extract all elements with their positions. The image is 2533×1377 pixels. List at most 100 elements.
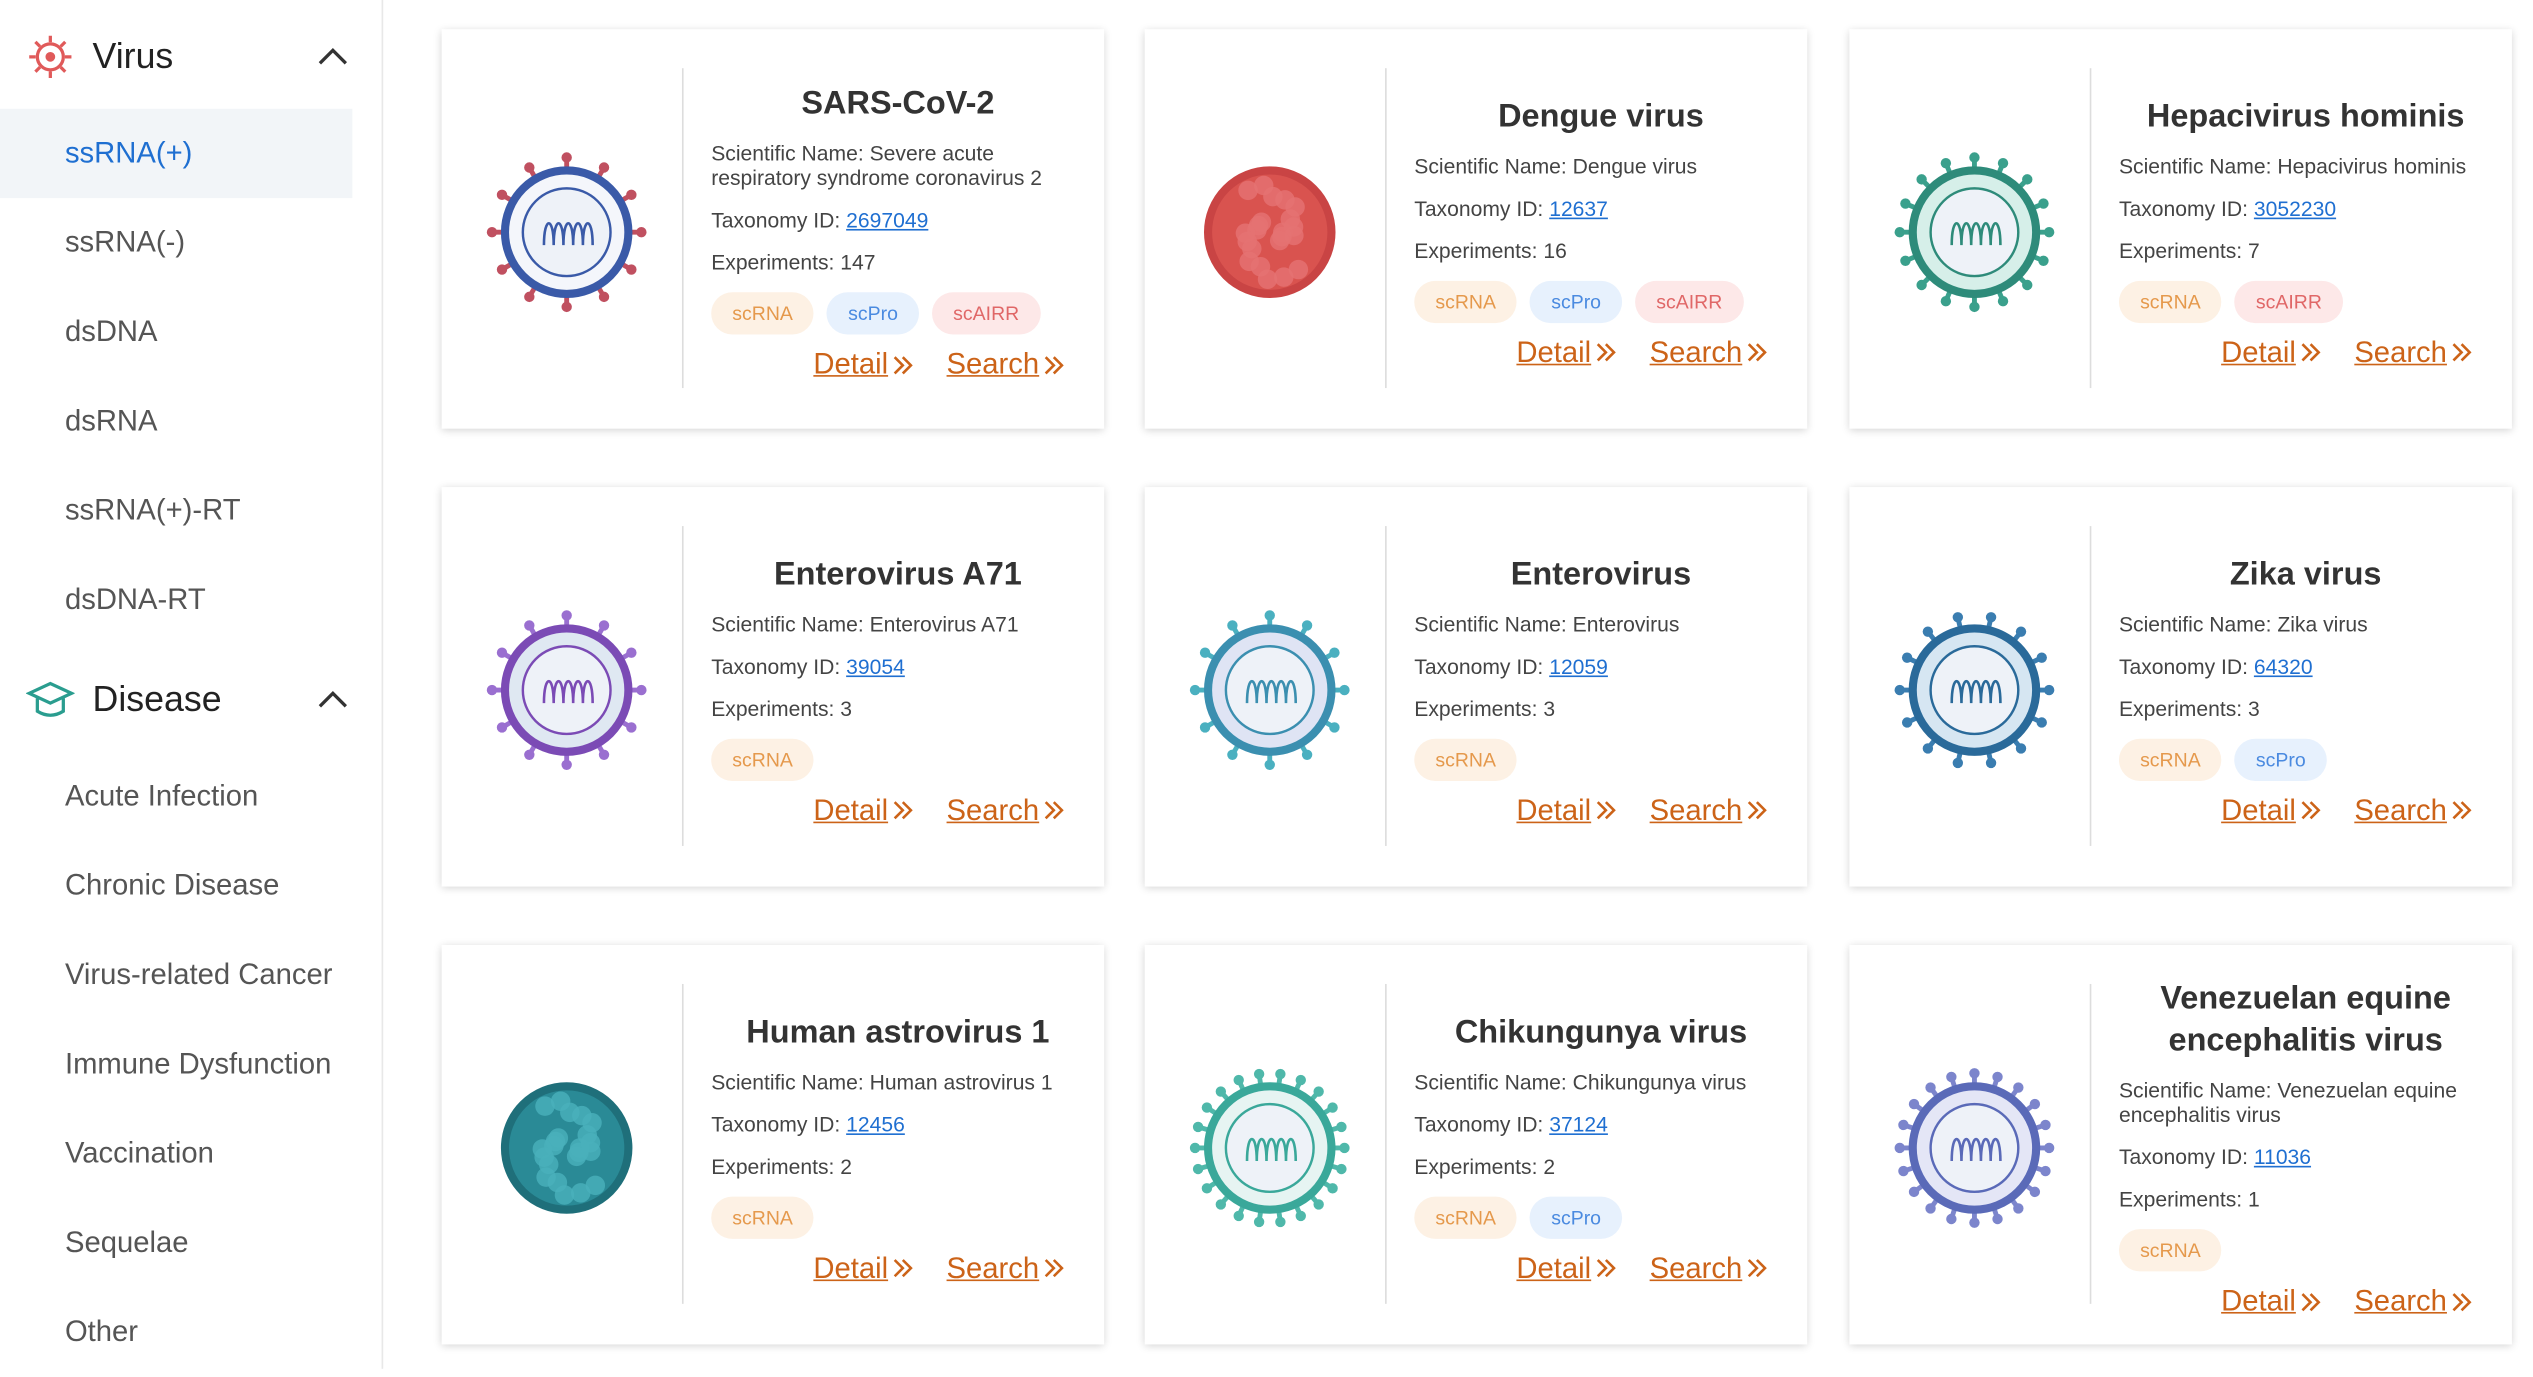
scientific-name: Scientific Name: Chikungunya virus [1414, 1069, 1787, 1093]
search-link[interactable]: Search [947, 347, 1066, 381]
chevron-icon [1747, 801, 1767, 820]
taxonomy-link[interactable]: 11036 [2253, 1144, 2312, 1170]
experiments: Experiments: 1 [2119, 1187, 2492, 1211]
section-header[interactable]: Virus [0, 24, 382, 89]
detail-link[interactable]: Detail [813, 1251, 914, 1285]
card-body: Chikungunya virus Scientific Name: Chikun… [1414, 977, 1787, 1318]
detail-link[interactable]: Detail [813, 793, 914, 827]
tag: scAIRR [1635, 280, 1744, 323]
detail-link[interactable]: Detail [2221, 1284, 2322, 1318]
virus-card: Hepacivirus hominis Scientific Name: Hepa… [1849, 29, 2512, 429]
scientific-name: Scientific Name: Enterovirus A71 [711, 611, 1084, 635]
tag: scRNA [2118, 737, 2222, 781]
menu-item[interactable]: Chronic Disease [64, 868, 280, 902]
virus-card: Chikungunya virus Scientific Name: Chikun… [1144, 945, 1808, 1345]
link-text: Detail [2221, 793, 2296, 826]
field-label: Taxonomy ID: [1414, 195, 1544, 221]
experiments: Experiments: 3 [711, 696, 1084, 720]
field-label: Taxonomy ID: [2118, 653, 2249, 678]
menu-item[interactable]: ssRNA(+) [0, 108, 353, 199]
experiments: Experiments: 147 [711, 250, 1084, 274]
virus-illustration [1189, 610, 1350, 770]
field-label: Scientific Name: [1414, 611, 1567, 636]
detail-link[interactable]: Detail [813, 347, 914, 381]
virus-illustration [1894, 1068, 2055, 1228]
search-link[interactable]: Search [2354, 1284, 2473, 1318]
search-link[interactable]: Search [2354, 335, 2473, 369]
virus-illustration [486, 610, 647, 770]
card-body: Zika virus Scientific Name: Zika virus Tax… [2118, 520, 2492, 861]
link-text: Detail [813, 1251, 889, 1284]
menu-item[interactable]: ssRNA(-) [64, 225, 186, 259]
menu-item[interactable]: Other [64, 1315, 139, 1348]
card-links: Detail Search [711, 1251, 1084, 1285]
tag-list: scRNA scPro [1414, 1195, 1787, 1239]
field-label: Experiments: [711, 1153, 835, 1179]
scientific-name: Scientific Name: Human astrovirus 1 [711, 1069, 1084, 1093]
search-link[interactable]: Search [2354, 793, 2473, 827]
link-text: Detail [813, 347, 889, 380]
search-link[interactable]: Search [1650, 1251, 1769, 1285]
chevron-icon [893, 355, 913, 374]
taxonomy-link[interactable]: 39054 [846, 653, 905, 678]
menu-item[interactable]: Acute Infection [64, 779, 259, 812]
field-label: Scientific Name: [2118, 153, 2272, 178]
menu-item[interactable]: Vaccination [64, 1136, 214, 1170]
link-text: Detail [813, 793, 889, 826]
link-text: Search [2354, 793, 2447, 826]
menu-item[interactable]: dsRNA [64, 404, 158, 437]
tag: scRNA [1414, 1195, 1518, 1239]
taxonomy-link[interactable]: 12637 [1549, 195, 1608, 221]
search-link[interactable]: Search [947, 1251, 1066, 1285]
link-text: Search [2354, 1284, 2447, 1317]
detail-link[interactable]: Detail [1516, 1251, 1617, 1285]
taxonomy-link[interactable]: 12059 [1549, 653, 1608, 678]
experiments: Experiments: 7 [2119, 238, 2492, 262]
search-link[interactable]: Search [1650, 793, 1769, 827]
field-value: Enterovirus [1572, 611, 1680, 636]
menu-item[interactable]: dsDNA-RT [64, 582, 206, 616]
field-value: 16 [1543, 237, 1567, 263]
section-header[interactable]: Disease [0, 667, 382, 732]
link-text: Search [946, 793, 1040, 826]
field-label: Scientific Name: [711, 611, 864, 636]
section-icon [29, 35, 72, 78]
divider [2089, 526, 2092, 846]
menu-item[interactable]: dsDNA [64, 315, 158, 348]
link-text: Search [2354, 335, 2447, 368]
tag: scRNA [1414, 280, 1518, 323]
detail-link[interactable]: Detail [1516, 793, 1617, 827]
card-body: Enterovirus Scientific Name: Enterovirus T… [1414, 520, 1787, 861]
tag: scRNA [711, 737, 815, 781]
detail-link[interactable]: Detail [2221, 335, 2322, 369]
field-value: Enterovirus A71 [869, 611, 1019, 636]
taxonomy-link[interactable]: 12456 [846, 1111, 905, 1136]
taxonomy-link[interactable]: 2697049 [846, 207, 929, 233]
field-value: Venezuelan equine encephalitis virus [2118, 1078, 2457, 1127]
card-title: Enterovirus [1510, 556, 1692, 592]
virus-card: Enterovirus A71 Scientific Name: Enterovi… [441, 487, 1105, 887]
search-link[interactable]: Search [947, 793, 1066, 827]
tag: scRNA [2118, 1229, 2222, 1272]
chevron-icon [893, 1259, 913, 1278]
taxonomy-link[interactable]: 3052230 [2253, 195, 2337, 221]
field-value: 3 [840, 695, 853, 721]
virus-illustration [500, 1082, 633, 1214]
field-label: Taxonomy ID: [711, 653, 841, 678]
detail-link[interactable]: Detail [2221, 793, 2322, 827]
menu-item[interactable]: ssRNA(+)-RT [64, 493, 241, 527]
taxonomy-link[interactable]: 64320 [2253, 653, 2313, 678]
link-text: Search [1649, 335, 1743, 368]
detail-link[interactable]: Detail [1516, 335, 1617, 369]
taxonomy-id: Taxonomy ID: 37124 [1414, 1111, 1787, 1135]
menu-item[interactable]: Sequelae [64, 1225, 189, 1259]
taxonomy-link[interactable]: 37124 [1549, 1111, 1608, 1136]
menu-item[interactable]: Virus-related Cancer [64, 957, 333, 991]
virus-card: Human astrovirus 1 Scientific Name: Human… [441, 945, 1105, 1345]
virus-card: Zika virus Scientific Name: Zika virus Tax… [1849, 487, 2512, 887]
tag: scRNA [1414, 737, 1518, 781]
tag: scRNA [711, 1195, 815, 1239]
search-link[interactable]: Search [1650, 335, 1769, 369]
menu-item[interactable]: Immune Dysfunction [64, 1047, 332, 1080]
